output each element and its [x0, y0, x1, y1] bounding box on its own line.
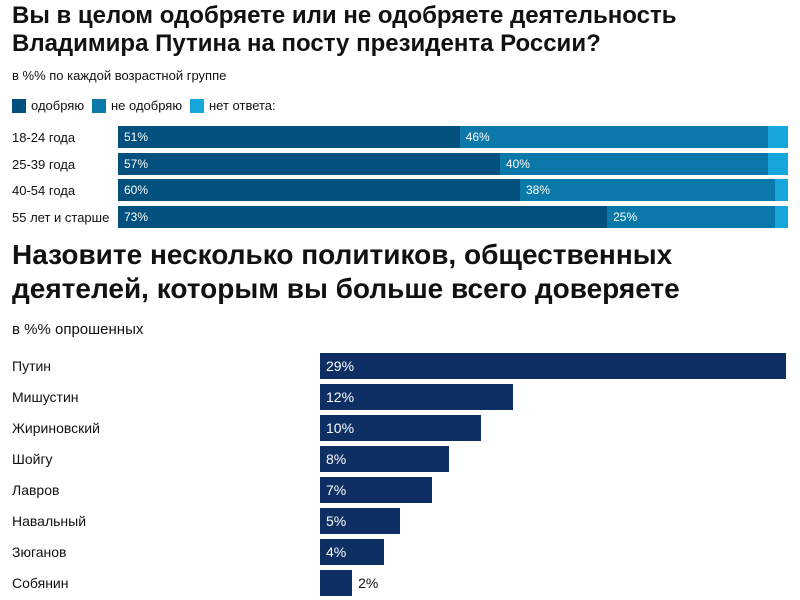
bar — [320, 384, 513, 410]
legend-label: не одобряю — [111, 98, 183, 113]
bar-segment-disapprove: 38% — [520, 179, 775, 201]
category-label: Лавров — [12, 482, 60, 498]
stacked-bar: 73% 25% — [118, 205, 788, 228]
value-label: 10% — [326, 420, 355, 436]
bar-segment-approve: 51% — [118, 126, 460, 148]
category-label: Путин — [12, 358, 52, 374]
bar-segment-no-answer — [767, 126, 788, 148]
stacked-bar: 60% 38% — [118, 179, 788, 201]
bar — [320, 415, 481, 441]
bar-segment-disapprove: 40% — [499, 152, 768, 175]
chart1-subtitle: в %% по каждой возрастной группе — [12, 68, 227, 83]
bar-segment-approve: 57% — [118, 152, 500, 175]
stacked-bar: 57% 40% — [118, 152, 788, 175]
bar-segment-disapprove: 46% — [459, 126, 768, 148]
value-label: 5% — [326, 513, 347, 529]
value-label: 29% — [326, 358, 355, 374]
value-label: 8% — [326, 451, 347, 467]
category-label: Мишустин — [12, 389, 79, 405]
category-label: 40-54 года — [12, 183, 76, 198]
category-label: 55 лет и старше — [12, 209, 110, 225]
category-label: Жириновский — [12, 420, 100, 436]
chart1-title: Вы в целом одобряете или не одобряете де… — [12, 2, 677, 57]
bar — [320, 570, 353, 596]
legend-swatch — [92, 98, 106, 113]
bar-segment-disapprove: 25% — [607, 205, 775, 228]
legend-item: не одобряю — [92, 98, 182, 113]
category-label: 25-39 года — [12, 156, 76, 172]
legend-label: нет ответа: — [209, 98, 276, 113]
bar — [320, 477, 433, 503]
value-label: 12% — [326, 389, 355, 405]
bar — [320, 508, 401, 534]
chart2-title: Назовите несколько политиков, общественн… — [12, 239, 680, 304]
legend-item: одобряю — [12, 98, 84, 113]
bar-segment-approve: 73% — [118, 205, 608, 228]
chart2-subtitle: в %% опрошенных — [12, 321, 144, 338]
legend-swatch — [190, 98, 204, 113]
legend-label: одобряю — [31, 98, 85, 113]
value-label: 4% — [326, 544, 347, 560]
category-label: Шойгу — [12, 451, 53, 467]
bar — [320, 446, 449, 472]
bar-segment-no-answer — [774, 205, 788, 228]
category-label: Навальный — [12, 513, 87, 529]
category-label: Зюганов — [12, 544, 67, 560]
bar-segment-no-answer — [774, 179, 788, 201]
stacked-bar: 51% 46% — [118, 126, 788, 148]
bar — [320, 353, 786, 379]
legend-swatch — [12, 98, 26, 113]
bar-segment-no-answer — [767, 152, 788, 175]
bar-segment-approve: 60% — [118, 179, 520, 201]
bar — [320, 539, 385, 565]
value-label: 2% — [358, 575, 379, 591]
category-label: Собянин — [12, 575, 69, 591]
legend-item: нет ответа: — [190, 98, 276, 113]
category-label: 18-24 года — [12, 130, 76, 145]
value-label: 7% — [326, 482, 347, 498]
